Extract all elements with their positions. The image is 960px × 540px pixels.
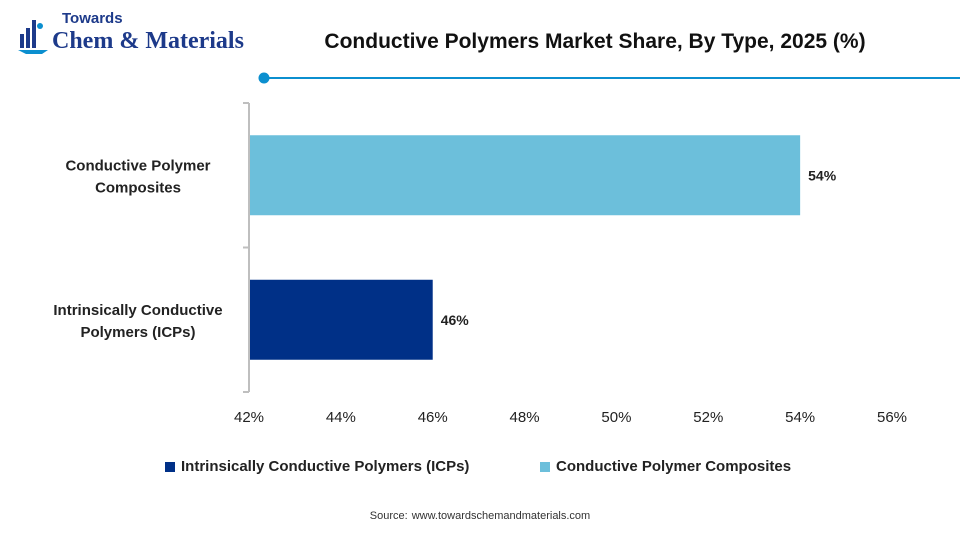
- legend-swatch-icps: [165, 461, 175, 472]
- legend-item-icps: Intrinsically Conductive Polymers (ICPs): [165, 458, 469, 475]
- bar: [250, 279, 433, 360]
- legend-swatch-composites: [540, 461, 550, 472]
- x-tick-label: 48%: [510, 409, 540, 426]
- x-tick-label: 52%: [693, 409, 723, 426]
- brand-logo: Towards Chem & Materials: [16, 6, 256, 66]
- source-prefix: Source:: [369, 510, 408, 522]
- x-tick-label: 42%: [234, 409, 264, 426]
- data-label: 54%: [808, 167, 837, 183]
- chart-legend: Intrinsically Conductive Polymers (ICPs)…: [0, 458, 960, 478]
- x-tick-label: 44%: [326, 409, 356, 426]
- bar: [250, 135, 801, 216]
- source-url: www.towardschemandmaterials.com: [411, 510, 591, 522]
- source-note: Source: www.towardschemandmaterials.com: [0, 510, 960, 522]
- chart-title: Conductive Polymers Market Share, By Typ…: [324, 30, 866, 53]
- logo-line-1: Towards: [62, 10, 123, 27]
- category-label: Conductive Polymer Composites: [65, 157, 210, 196]
- legend-label-icps: Intrinsically Conductive Polymers (ICPs): [181, 458, 470, 475]
- x-tick-label: 46%: [418, 409, 448, 426]
- x-tick-label: 54%: [785, 409, 815, 426]
- data-label: 46%: [441, 312, 470, 328]
- title-rule: [258, 72, 960, 84]
- x-tick-label: 56%: [877, 409, 907, 426]
- legend-label-composites: Conductive Polymer Composites: [556, 458, 792, 475]
- flask-icon: [18, 20, 48, 54]
- x-tick-label: 50%: [601, 409, 631, 426]
- category-label: Intrinsically Conductive Polymers (ICPs): [53, 302, 222, 341]
- legend-item-composites: Conductive Polymer Composites: [540, 458, 791, 475]
- logo-line-2: Chem & Materials: [52, 28, 244, 54]
